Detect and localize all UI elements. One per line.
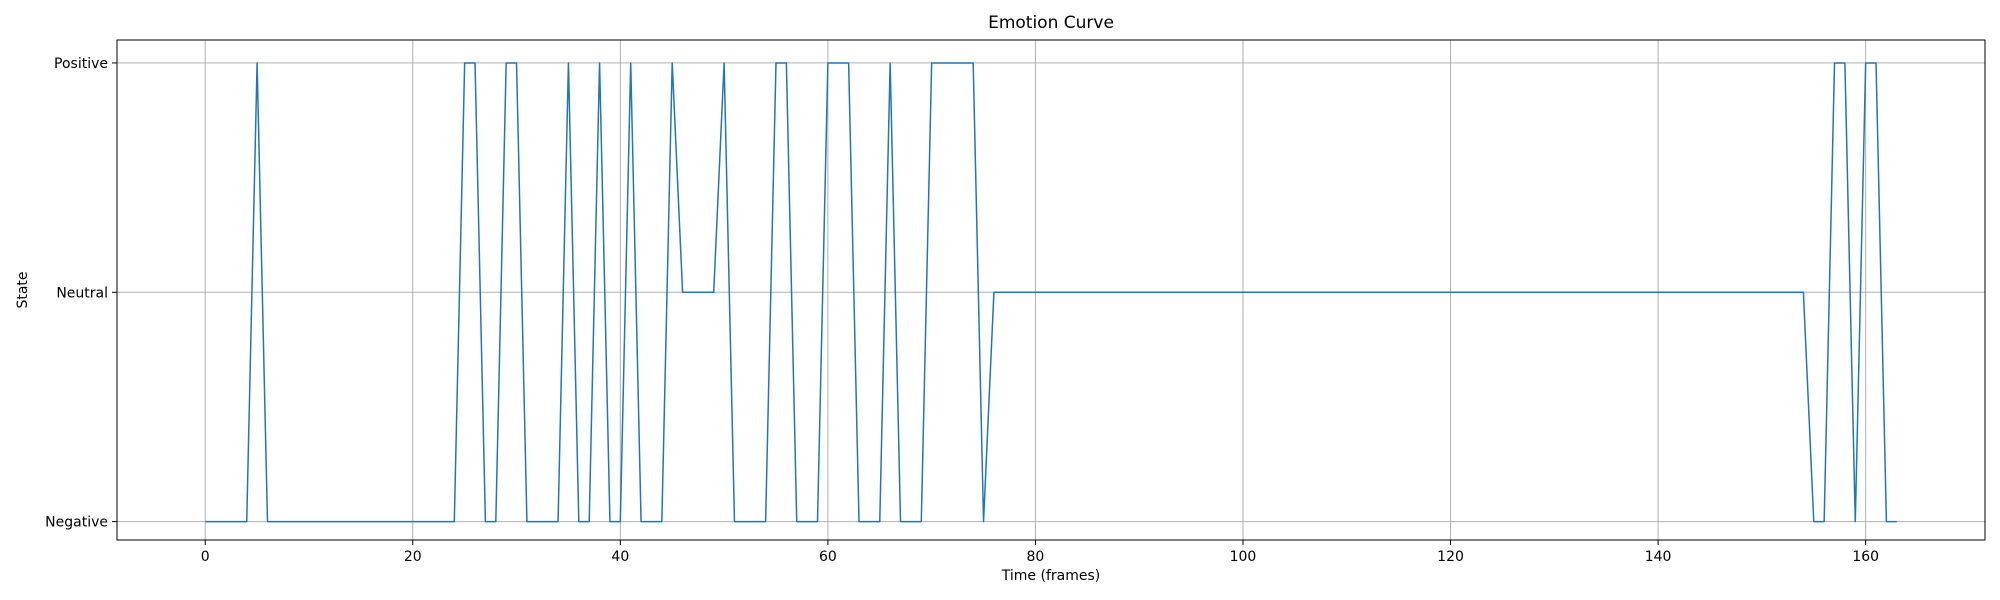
series-layer: [205, 62, 1897, 523]
chart-title: Emotion Curve: [988, 13, 1114, 33]
y-axis-ticks: Negative Neutral Positive: [45, 56, 117, 531]
x-tick-label: 0: [201, 549, 210, 565]
x-axis-ticks: 0 20 40 60 80 100 120 140 160: [201, 540, 1879, 565]
plot-frame: [116, 39, 1986, 541]
grid: [117, 40, 1985, 540]
x-tick-label: 160: [1852, 549, 1879, 565]
y-tick-label: Neutral: [56, 285, 108, 301]
x-axis-label: Time (frames): [1001, 568, 1100, 584]
x-tick-label: 60: [819, 549, 837, 565]
x-tick-label: 120: [1437, 549, 1464, 565]
y-tick-label: Negative: [45, 515, 108, 531]
x-tick-label: 20: [404, 549, 422, 565]
y-tick-label: Positive: [54, 56, 108, 72]
x-tick-label: 100: [1230, 549, 1257, 565]
y-axis-label: State: [15, 271, 31, 308]
x-tick-label: 140: [1645, 549, 1672, 565]
emotion-series-line: [205, 62, 1897, 523]
x-tick-label: 80: [1027, 549, 1045, 565]
x-tick-label: 40: [611, 549, 629, 565]
